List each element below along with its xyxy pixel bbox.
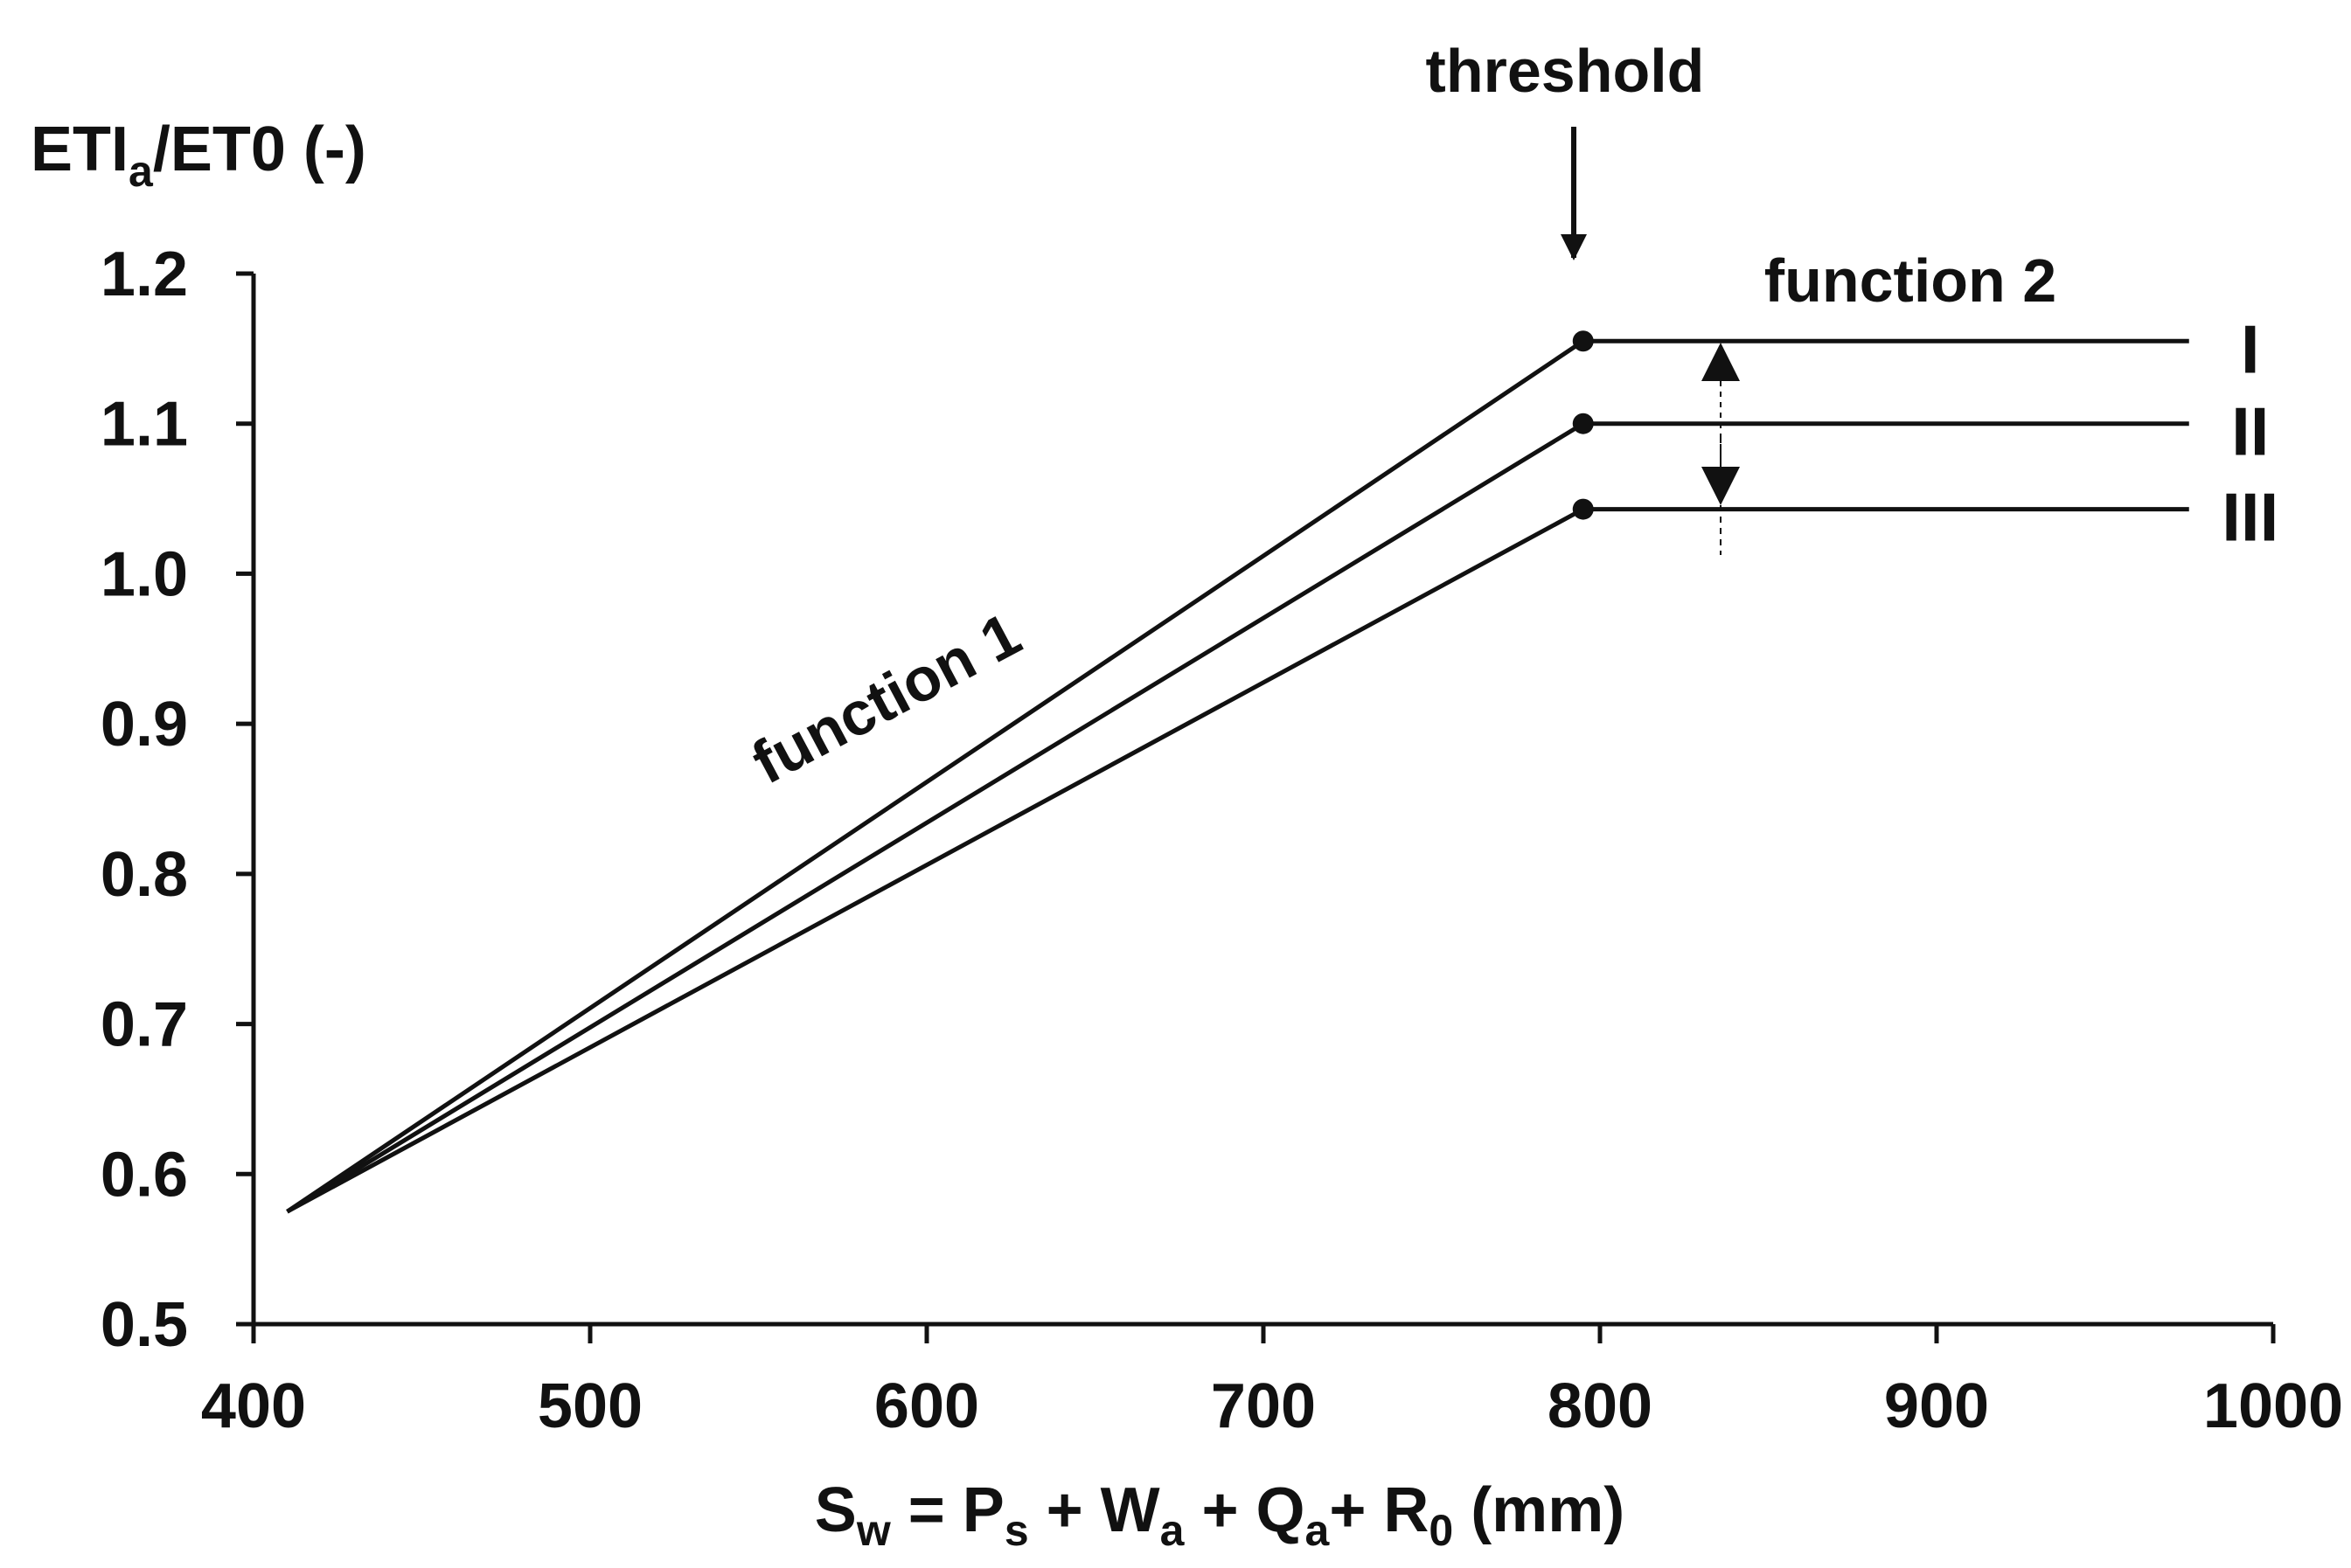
- function-2-label: function 2: [1764, 246, 2056, 315]
- series-line-I: [286, 338, 2189, 1214]
- threshold-label: threshold: [1426, 37, 1705, 105]
- x-tick-label: 900: [1884, 1371, 1989, 1441]
- x-axis-title: Sw = Ps + Wa + Qa+ R0 (mm): [815, 1475, 1624, 1555]
- x-tick-label: 700: [1211, 1371, 1316, 1441]
- x-tick-label: 800: [1548, 1371, 1652, 1441]
- x-tick-label: 1000: [2203, 1371, 2343, 1441]
- y-tick-label: 1.2: [101, 239, 188, 309]
- x-tick-label: 600: [874, 1371, 979, 1441]
- y-tick-label: 0.9: [101, 690, 188, 760]
- range-arrow-down-head: [1701, 467, 1740, 505]
- threshold-point-III: [1572, 498, 1594, 520]
- x-tick-label: 500: [538, 1371, 643, 1441]
- y-tick-label: 0.5: [101, 1290, 188, 1360]
- threshold-point-I: [1572, 330, 1594, 352]
- threshold-point-II: [1572, 413, 1594, 434]
- y-tick-label: 0.6: [101, 1140, 188, 1210]
- y-tick-label: 1.1: [101, 390, 188, 460]
- y-tick-label: 0.7: [101, 990, 188, 1060]
- function-1-label: function 1: [741, 600, 1032, 797]
- x-tick-label: 400: [201, 1371, 306, 1441]
- series-line-II: [286, 421, 2189, 1214]
- series-label-I: I: [2241, 310, 2260, 387]
- y-tick-label: 0.8: [101, 840, 188, 910]
- y-axis-title: ETIa/ET0 (-): [31, 114, 366, 196]
- range-arrow-up-head: [1701, 343, 1740, 381]
- series-line-III: [286, 507, 2189, 1214]
- series-label-III: III: [2222, 479, 2278, 556]
- y-ticks: 0.5 0.6 0.7 0.8 0.9 1.0 1.1 1.2: [101, 239, 254, 1360]
- y-tick-label: 1.0: [101, 539, 188, 609]
- series-label-II: II: [2231, 393, 2269, 470]
- x-ticks: 400 500 600 700 800 900 1000: [201, 1324, 2343, 1441]
